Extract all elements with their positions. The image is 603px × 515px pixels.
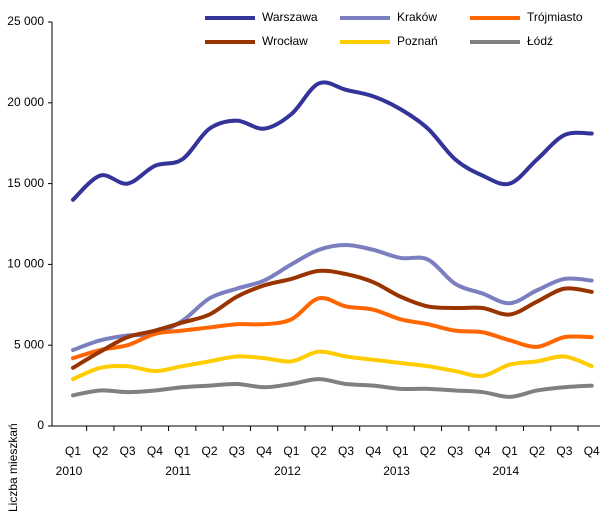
legend-label: Trójmiasto [527, 10, 583, 24]
legend-label: Łódź [527, 34, 553, 48]
series-line [71, 295, 594, 361]
series-line [71, 377, 594, 399]
x-group-label: 2011 [165, 464, 191, 478]
x-tick-label: Q1 [393, 444, 409, 458]
series-line [71, 268, 594, 370]
x-tick-label: Q4 [474, 444, 490, 458]
x-tick-label: Q3 [556, 444, 572, 458]
x-tick-label: Q1 [502, 444, 518, 458]
y-tick-label: 20 000 [7, 95, 44, 109]
legend-label: Wrocław [262, 34, 308, 48]
x-tick-label: Q1 [65, 444, 81, 458]
x-tick-label: Q3 [338, 444, 354, 458]
y-axis-label: Liczba mieszkań [6, 423, 20, 512]
y-tick-label: 25 000 [7, 14, 44, 28]
series-line [71, 80, 594, 202]
legend-label: Poznań [397, 34, 438, 48]
x-tick-label: Q4 [256, 444, 272, 458]
x-group-label: 2014 [492, 464, 519, 478]
x-tick-label: Q1 [283, 444, 299, 458]
y-tick-label: 0 [37, 418, 44, 432]
x-tick-label: Q2 [420, 444, 436, 458]
x-tick-label: Q3 [447, 444, 463, 458]
x-tick-label: Q1 [174, 444, 190, 458]
x-tick-label: Q4 [365, 444, 381, 458]
x-tick-label: Q4 [147, 444, 163, 458]
x-tick-label: Q3 [229, 444, 245, 458]
x-tick-label: Q2 [92, 444, 108, 458]
x-tick-label: Q2 [201, 444, 217, 458]
x-tick-label: Q2 [311, 444, 327, 458]
y-tick-label: 5 000 [14, 337, 44, 351]
legend-label: Warszawa [262, 10, 318, 24]
y-tick-label: 10 000 [7, 257, 44, 271]
x-group-label: 2013 [383, 464, 410, 478]
y-tick-label: 15 000 [7, 176, 44, 190]
legend-label: Kraków [397, 10, 437, 24]
series-line [71, 349, 594, 382]
x-group-label: 2010 [56, 464, 83, 478]
x-tick-label: Q4 [584, 444, 600, 458]
x-group-label: 2012 [274, 464, 301, 478]
x-tick-label: Q3 [120, 444, 136, 458]
x-tick-label: Q2 [529, 444, 545, 458]
